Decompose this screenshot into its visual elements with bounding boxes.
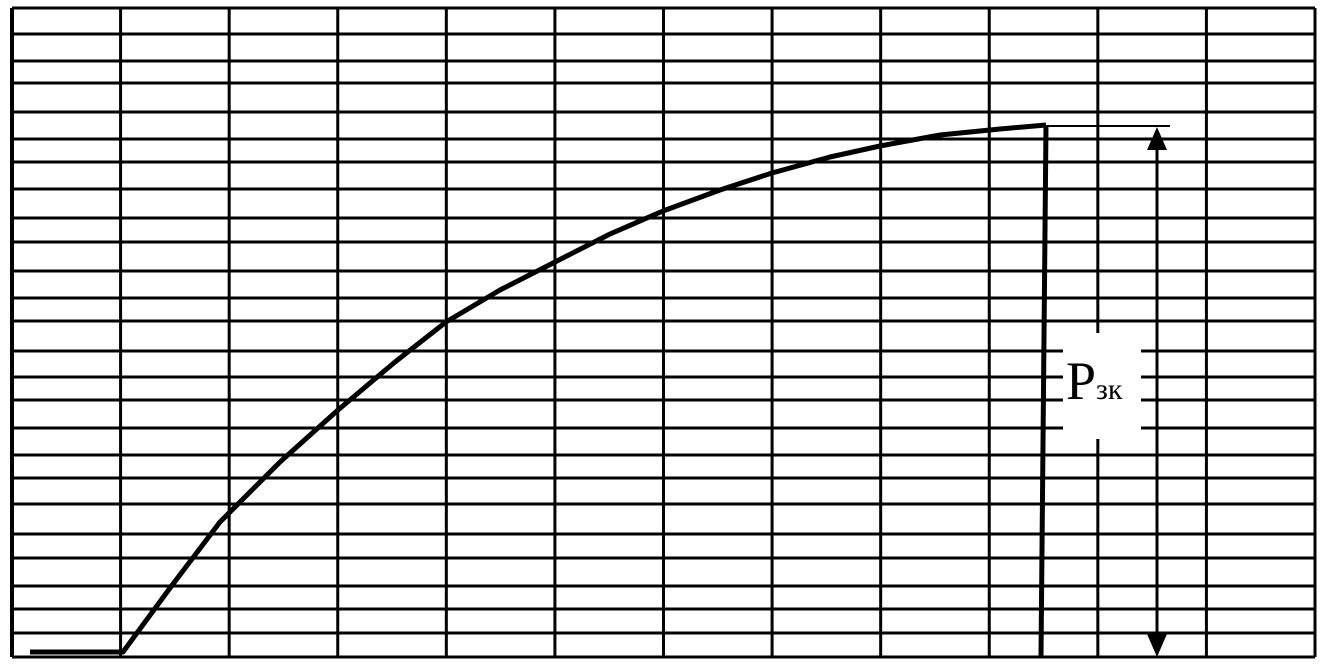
pressure-curve	[30, 122, 1047, 655]
label-subscript: зк	[1096, 373, 1123, 406]
label-background	[1063, 333, 1141, 439]
arrow-head-down	[1147, 634, 1167, 657]
pressure-label: Pзк	[1066, 350, 1122, 412]
arrow-head-up	[1147, 127, 1167, 150]
grid	[10, 6, 1317, 659]
drop-line	[1038, 124, 1049, 657]
label-main: P	[1066, 351, 1097, 411]
